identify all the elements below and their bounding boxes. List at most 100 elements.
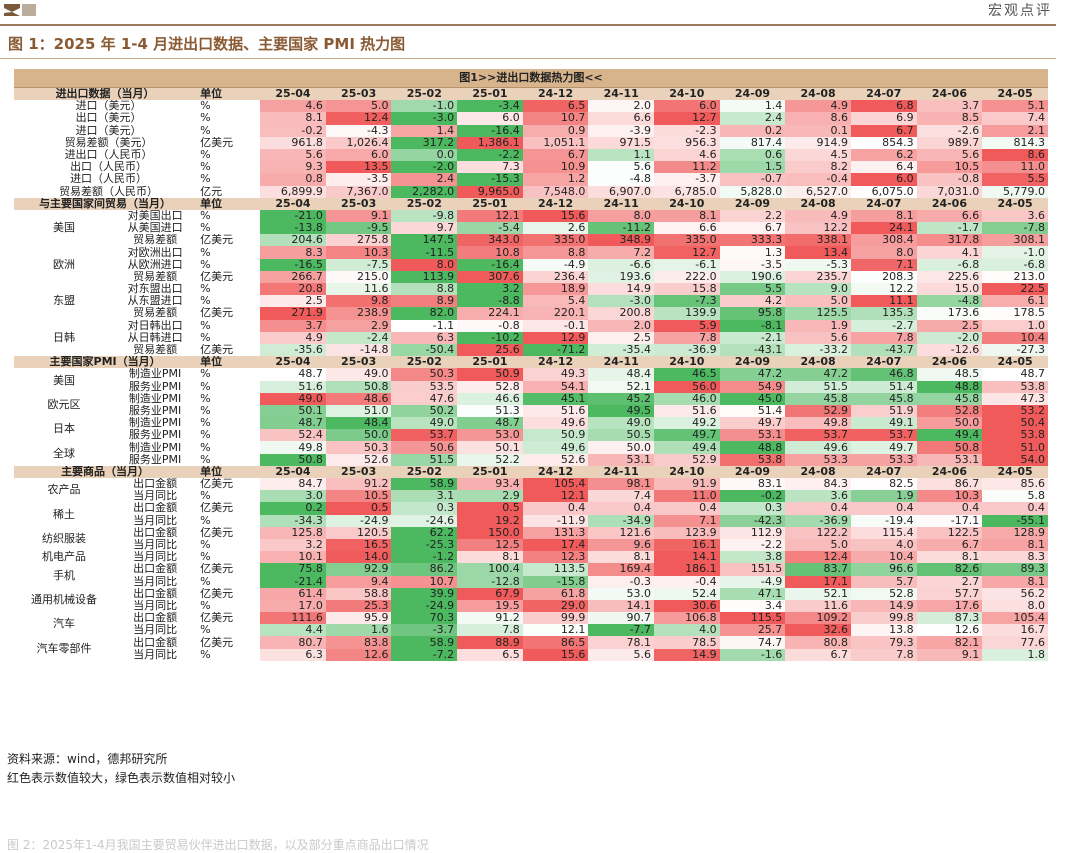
row-label: 进出口（人民币） xyxy=(64,148,153,162)
heatmap-cell: 50.0 xyxy=(325,429,392,442)
table-row: 当月同比% 17.0 25.3 -24.9 19.5 29.0 14.1 30.6 3.4 11.… xyxy=(14,599,1048,613)
heatmap-cell: 46.5 xyxy=(654,368,720,381)
heatmap-cell: 14.0 xyxy=(325,551,392,564)
heatmap-cell: 49.0 xyxy=(588,417,655,430)
column-header: 24-09 xyxy=(719,197,786,210)
column-header: 25-01 xyxy=(457,356,523,369)
figure-title: 图 1：2025 年 1-4 月进出口数据、主要国家 PMI 热力图 xyxy=(8,35,406,53)
heatmap-cell: 83.8 xyxy=(325,636,392,649)
table-row: 汽车 出口金额 亿美元 111.6 95.9 70.3 91.2 99.9 90.7 106.8 1… xyxy=(14,612,1048,630)
table-row: 东盟 对东盟出口% 20.8 11.6 8.8 3.2 18.9 14.9 15.8 5.5 9.0… xyxy=(14,283,1048,307)
heatmap-cell: -43.7 xyxy=(850,343,917,357)
table-row: 从日韩进口% 4.9 -2.4 6.3 -10.2 12.9 2.5 7.8 -2.1 5.6 7.… xyxy=(14,331,1048,344)
heatmap-cell: -3.7 xyxy=(654,173,720,186)
row-unit: 亿美元 xyxy=(200,563,234,576)
heatmap-cell: -21.4 xyxy=(260,575,326,588)
heatmap-cell: 1,026.4 xyxy=(325,136,392,149)
heatmap-cell: 48.4 xyxy=(588,368,655,381)
table-row: 机电产品 当月同比% 10.1 14.0 -1.2 8.1 12.3 8.1 14.1 3.8 12… xyxy=(14,551,1048,564)
heatmap-cell: -24.6 xyxy=(391,514,458,527)
heatmap-cell: 48.5 xyxy=(916,368,983,381)
heatmap-cell: -1.2 xyxy=(391,551,458,564)
table-row: 出口（人民币）% 9.3 13.5 -2.0 7.3 10.9 5.6 11.2 1.5 8.2 6… xyxy=(14,161,1048,174)
figure-title-divider xyxy=(0,58,1056,59)
heatmap-cell: 128.9 xyxy=(982,526,1048,539)
heatmap-cell: 53.3 xyxy=(850,453,917,466)
table-row: 进口（人民币）% 0.8 -3.5 2.4 -15.3 1.2 -4.8 -3.7 -0.7 -0… xyxy=(14,173,1048,186)
heatmap-cell: 213.0 xyxy=(982,270,1048,283)
heatmap-cell: -50.4 xyxy=(391,343,458,357)
heatmap-cell: 51.6 xyxy=(522,404,589,418)
heatmap-cell: 989.7 xyxy=(916,136,983,149)
heatmap-cell: 0.4 xyxy=(522,502,589,515)
row-label: 从欧洲进口 xyxy=(127,258,183,271)
heatmap-cell: 3.4 xyxy=(719,599,786,613)
row-label: 出口金额 xyxy=(133,636,178,649)
heatmap-cell: 15.8 xyxy=(654,283,720,296)
row-label: 出口（美元） xyxy=(75,112,142,125)
heatmap-cell: 5.6 xyxy=(785,331,851,344)
column-header: 24-08 xyxy=(785,356,851,369)
heatmap-cell: 190.6 xyxy=(719,270,786,283)
row-unit: % xyxy=(200,319,211,332)
row-label: 进口（美元） xyxy=(75,124,142,137)
heatmap-cell: -34.9 xyxy=(588,514,655,527)
heatmap-cell: 78.1 xyxy=(588,636,655,649)
row-label: 进口（美元） xyxy=(75,100,142,113)
heatmap-cell: -0.4 xyxy=(785,173,851,186)
heatmap-cell: 6,785.0 xyxy=(654,185,720,198)
row-unit: 亿美元 xyxy=(200,612,234,625)
row-label: 贸易差额（人民币） xyxy=(59,185,159,198)
table-row: 日韩 对日韩出口% 3.7 2.9 -1.1 -0.8 -0.1 2.0 5.9 -8.1 1.9-… xyxy=(14,319,1048,343)
heatmap-cell: 1.6 xyxy=(325,624,392,637)
heatmap-cell: 30.6 xyxy=(654,599,720,613)
heatmap-cell: 8.1 xyxy=(982,538,1048,552)
heatmap-cell: -16.4 xyxy=(457,258,523,271)
heatmap-cell: 87.3 xyxy=(916,612,983,625)
heatmap-cell: 1.4 xyxy=(391,124,458,137)
heatmap-cell: -0.3 xyxy=(588,575,655,588)
heatmap-cell: 54.0 xyxy=(982,453,1048,466)
heatmap-cell: 12.2 xyxy=(850,283,917,296)
row-label: 出口金额 xyxy=(133,587,178,600)
heatmap-cell: 48.8 xyxy=(916,380,983,393)
row-group-label: 日本 xyxy=(53,422,76,436)
row-group-label: 欧洲 xyxy=(53,257,76,271)
column-header: 24-07 xyxy=(850,356,917,369)
table-row: 当月同比% -21.4 9.4 10.7 -12.8 -15.8 -0.3 -0.4 -4.9 1… xyxy=(14,575,1048,588)
column-header: 24-05 xyxy=(982,197,1048,210)
row-unit: 亿美元 xyxy=(200,526,234,539)
heatmap-cell: -7.8 xyxy=(982,222,1048,235)
heatmap-cell: 135.3 xyxy=(850,307,917,320)
heatmap-cell: 6.5 xyxy=(457,648,523,661)
row-unit: % xyxy=(200,148,211,162)
heatmap-cell: 80.8 xyxy=(785,636,851,649)
column-header: 25-01 xyxy=(457,465,523,478)
heatmap-cell: 956.3 xyxy=(654,136,720,149)
heatmap-cell: 6.7 xyxy=(785,648,851,661)
heatmap-cell: -1.0 xyxy=(982,246,1048,259)
heatmap-cell: -16.5 xyxy=(260,258,326,271)
heatmap-cell: 75.8 xyxy=(260,563,326,576)
heatmap-cell: 2.0 xyxy=(588,319,655,332)
heatmap-cell: 225.6 xyxy=(916,270,983,283)
heatmap-cell: 48.7 xyxy=(982,368,1048,381)
column-header: 24-11 xyxy=(588,197,655,210)
heatmap-cell: 49.2 xyxy=(654,417,720,430)
heatmap-cell: -3.0 xyxy=(391,112,458,125)
heatmap-cell: 50.8 xyxy=(325,380,392,393)
row-unit: % xyxy=(200,404,211,417)
unit-header: 单位 xyxy=(196,87,261,101)
heatmap-cell: -2.0 xyxy=(916,331,983,344)
heatmap-cell: 45.0 xyxy=(719,392,786,405)
row-unit: 亿美元 xyxy=(200,270,234,283)
row-label: 当月同比 xyxy=(133,538,178,552)
section-title: 主要商品（当月） xyxy=(14,465,197,478)
header-divider xyxy=(0,24,1056,26)
heatmap-cell: 4.9 xyxy=(260,331,326,344)
heatmap-cell: 70.3 xyxy=(391,612,458,625)
heatmap-cell: 11.0 xyxy=(654,490,720,503)
column-header: 24-11 xyxy=(588,87,655,101)
table-row: 稀土 出口金额 亿美元 0.2 0.5 0.3 0.5 0.4 0.4 0.4 0.3 0.4 0.4 0… xyxy=(14,502,1048,520)
row-unit: % xyxy=(200,331,211,344)
